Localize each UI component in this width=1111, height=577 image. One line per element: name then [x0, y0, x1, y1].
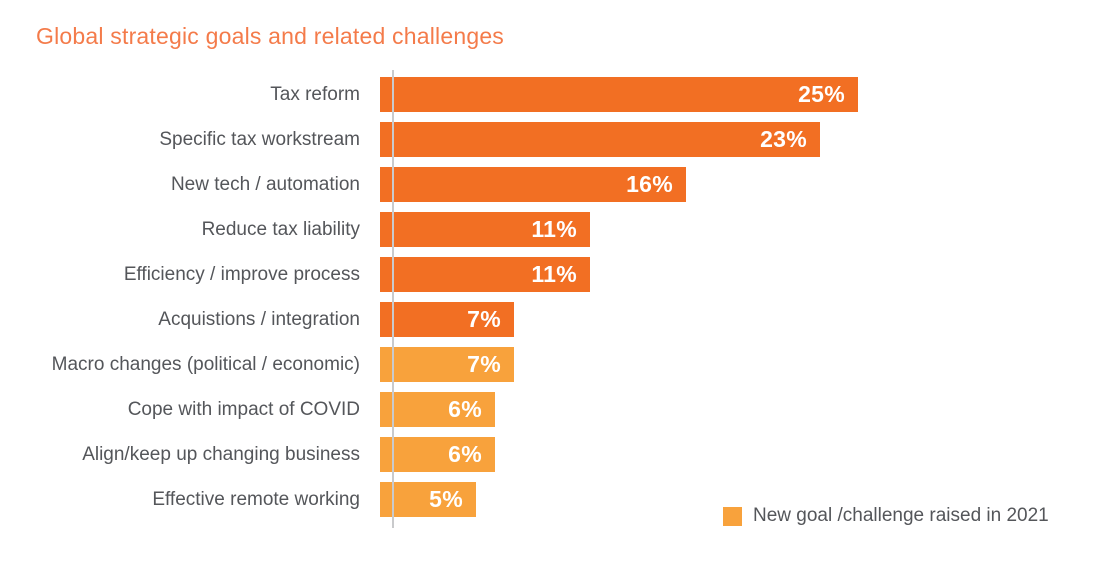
bar-value-label: 6%	[448, 396, 482, 422]
chart-row: Acquistions / integration 7%	[36, 297, 1076, 342]
bar-value-label: 23%	[760, 126, 807, 152]
category-label: Tax reform	[270, 83, 360, 105]
bar: 6%	[380, 392, 495, 427]
bar-value-label: 7%	[467, 351, 501, 377]
bar: 11%	[380, 212, 590, 247]
legend-label: New goal /challenge raised in 2021	[753, 505, 1049, 526]
legend-swatch	[723, 506, 742, 526]
chart-row: Macro changes (political / economic) 7%	[36, 342, 1076, 387]
category-label: Reduce tax liability	[201, 218, 360, 240]
chart-row: New tech / automation 16%	[36, 162, 1076, 207]
chart-row: Specific tax workstream 23%	[36, 117, 1076, 162]
bar-value-label: 11%	[531, 216, 577, 242]
category-label: Effective remote working	[152, 488, 360, 510]
bar: 23%	[380, 122, 820, 157]
category-label: Macro changes (political / economic)	[51, 353, 360, 375]
bar-value-label: 5%	[429, 486, 463, 512]
chart-row: Effective remote working 5%	[36, 477, 1076, 522]
chart-title: Global strategic goals and related chall…	[36, 23, 505, 49]
bar: 7%	[380, 302, 514, 337]
bar-value-label: 16%	[626, 171, 673, 197]
bar: 25%	[380, 77, 858, 112]
bar-value-label: 25%	[798, 81, 845, 107]
chart-row: Cope with impact of COVID 6%	[36, 387, 1076, 432]
category-label: Efficiency / improve process	[123, 263, 360, 285]
bar: 6%	[380, 437, 495, 472]
category-label: Specific tax workstream	[159, 128, 360, 150]
value-axis-line	[392, 70, 394, 528]
bar: 7%	[380, 347, 514, 382]
category-label: Align/keep up changing business	[82, 443, 360, 465]
category-label: Acquistions / integration	[158, 308, 360, 330]
chart-row: Efficiency / improve process 11%	[36, 252, 1076, 297]
chart-row: Reduce tax liability 11%	[36, 207, 1076, 252]
legend: New goal /challenge raised in 2021	[723, 505, 1049, 527]
chart-row: Align/keep up changing business 6%	[36, 432, 1076, 477]
bar-value-label: 11%	[531, 261, 577, 287]
bar: 16%	[380, 167, 686, 202]
chart-row: Tax reform 25%	[36, 72, 1076, 117]
category-label: Cope with impact of COVID	[127, 398, 360, 420]
bar-value-label: 6%	[448, 441, 482, 467]
chart-rows: Tax reform 25% Specific tax workstream 23% N…	[36, 72, 1076, 522]
bar: 11%	[380, 257, 590, 292]
bar: 5%	[380, 482, 476, 517]
bar-chart: Tax reform 25% Specific tax workstream 23% N…	[36, 70, 1076, 528]
bar-value-label: 7%	[467, 306, 501, 332]
category-label: New tech / automation	[170, 173, 360, 195]
